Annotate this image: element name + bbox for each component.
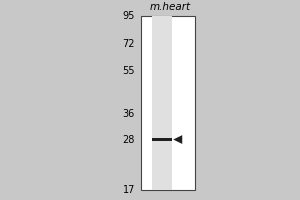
- Bar: [152, 16, 172, 190]
- Text: 95: 95: [123, 11, 135, 21]
- Bar: [141, 16, 195, 190]
- Text: 17: 17: [123, 185, 135, 195]
- Text: 72: 72: [122, 39, 135, 49]
- Text: 28: 28: [123, 135, 135, 145]
- Text: 55: 55: [122, 66, 135, 76]
- Text: m.heart: m.heart: [150, 2, 191, 12]
- Bar: [152, 138, 172, 141]
- Text: 36: 36: [123, 109, 135, 119]
- Polygon shape: [173, 135, 182, 144]
